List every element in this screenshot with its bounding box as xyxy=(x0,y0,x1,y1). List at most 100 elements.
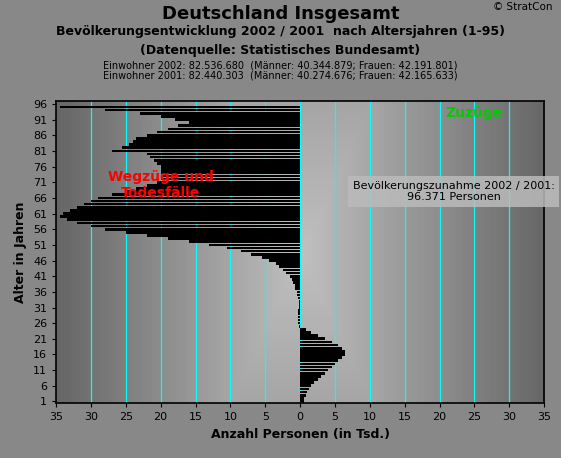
Bar xyxy=(227,247,300,249)
Bar xyxy=(300,347,342,349)
Bar xyxy=(297,294,300,296)
Bar xyxy=(67,218,300,221)
Text: Einwohner 2001: 82.440.303  (Männer: 40.274.676; Frauen: 42.165.633): Einwohner 2001: 82.440.303 (Männer: 40.2… xyxy=(103,71,458,81)
Bar xyxy=(168,237,300,240)
Bar xyxy=(160,165,300,168)
Bar xyxy=(147,184,300,187)
Bar xyxy=(129,143,300,146)
Bar xyxy=(168,128,300,130)
Bar xyxy=(160,178,300,180)
Bar xyxy=(160,169,300,171)
Bar xyxy=(300,378,318,381)
Bar xyxy=(98,196,300,199)
Bar xyxy=(160,174,300,177)
Bar xyxy=(299,303,300,305)
Bar xyxy=(300,365,332,368)
Bar xyxy=(147,153,300,155)
Bar xyxy=(300,387,309,390)
Bar xyxy=(289,275,300,278)
Text: © StratCon: © StratCon xyxy=(493,2,553,12)
Bar xyxy=(286,272,300,274)
Bar xyxy=(251,253,300,256)
Text: Deutschland Insgesamt: Deutschland Insgesamt xyxy=(162,5,399,22)
Bar xyxy=(174,118,300,121)
Bar xyxy=(300,400,304,403)
Bar xyxy=(298,312,300,315)
Bar xyxy=(300,331,311,334)
Bar xyxy=(297,290,300,293)
Bar xyxy=(293,281,300,284)
Bar xyxy=(133,140,300,143)
Bar xyxy=(300,363,335,365)
Bar xyxy=(269,259,300,262)
Bar xyxy=(295,284,300,287)
Bar xyxy=(59,215,300,218)
Bar xyxy=(292,278,300,281)
Bar xyxy=(295,287,300,290)
Bar xyxy=(300,353,346,356)
Bar xyxy=(91,200,300,202)
Bar xyxy=(299,306,300,309)
Bar xyxy=(262,256,300,259)
Bar xyxy=(300,356,342,359)
Bar xyxy=(300,334,318,337)
Bar xyxy=(160,171,300,174)
Bar xyxy=(160,115,300,118)
Bar xyxy=(136,187,300,190)
Bar xyxy=(298,309,300,312)
Bar xyxy=(59,106,300,109)
Bar xyxy=(300,341,332,344)
Bar xyxy=(300,372,324,375)
Bar xyxy=(157,181,300,184)
Bar xyxy=(300,350,346,353)
Bar xyxy=(300,397,304,400)
Bar xyxy=(84,203,300,206)
Text: (Datenquelle: Statistisches Bundesamt): (Datenquelle: Statistisches Bundesamt) xyxy=(140,44,421,56)
Text: Wegzüge und
Todesfälle: Wegzüge und Todesfälle xyxy=(108,170,214,201)
Bar xyxy=(275,262,300,265)
Bar xyxy=(299,300,300,303)
Bar xyxy=(136,137,300,140)
Bar xyxy=(140,112,300,114)
Y-axis label: Alter in Jahren: Alter in Jahren xyxy=(15,201,27,303)
Bar xyxy=(298,297,300,300)
Bar xyxy=(70,209,300,212)
Bar xyxy=(300,394,306,397)
Bar xyxy=(150,156,300,158)
Bar xyxy=(300,384,311,387)
Bar xyxy=(298,322,300,325)
Bar xyxy=(279,266,300,268)
Bar xyxy=(157,162,300,165)
Bar xyxy=(188,240,300,243)
Bar xyxy=(300,344,338,346)
Bar xyxy=(126,231,300,234)
Bar xyxy=(300,328,306,331)
Bar xyxy=(283,268,300,271)
Bar xyxy=(147,134,300,136)
Bar xyxy=(300,382,314,384)
Bar xyxy=(298,319,300,322)
Bar xyxy=(300,360,338,362)
Bar xyxy=(300,375,321,378)
Text: Einwohner 2002: 82.536.680  (Männer: 40.344.879; Frauen: 42.191.801): Einwohner 2002: 82.536.680 (Männer: 40.3… xyxy=(103,60,458,71)
Bar xyxy=(300,369,328,371)
Bar xyxy=(105,228,300,230)
Bar xyxy=(188,121,300,124)
Bar xyxy=(147,234,300,237)
Bar xyxy=(112,193,300,196)
Bar xyxy=(178,125,300,127)
Text: Bevölkerungsentwicklung 2002 / 2001  nach Altersjahren (1-95): Bevölkerungsentwicklung 2002 / 2001 nach… xyxy=(56,25,505,38)
Text: Zuzüge: Zuzüge xyxy=(446,106,503,120)
Bar xyxy=(300,391,307,393)
Bar xyxy=(122,147,300,149)
Bar xyxy=(63,212,300,215)
Bar xyxy=(105,109,300,111)
Bar xyxy=(77,222,300,224)
Bar xyxy=(77,206,300,208)
Bar xyxy=(126,190,300,193)
Bar xyxy=(300,338,324,340)
Bar xyxy=(91,225,300,227)
Bar xyxy=(298,316,300,318)
Bar xyxy=(112,150,300,152)
Bar xyxy=(154,159,300,162)
